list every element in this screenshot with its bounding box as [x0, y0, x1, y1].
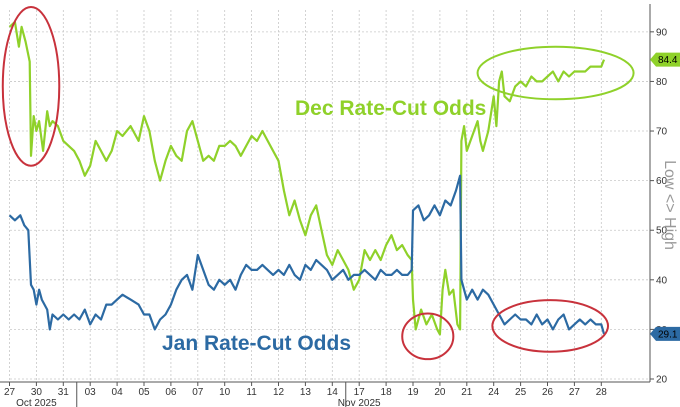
dec-series-annotation: Dec Rate-Cut Odds [295, 97, 486, 120]
y-tick-label: 40 [656, 275, 668, 286]
series-lines [8, 20, 606, 336]
last-value-badges: 84.4 29.1 [650, 52, 680, 341]
x-tick-label: 03 [85, 387, 97, 398]
x-tick-label: 06 [165, 387, 177, 398]
y-axis-title: Low <> High [661, 160, 678, 250]
highlight-ellipse [1, 6, 61, 167]
x-tick-label: 27 [569, 387, 581, 398]
x-tick-label: 26 [542, 387, 554, 398]
highlight-ellipse [401, 312, 455, 361]
x-tick-label: 28 [596, 387, 608, 398]
x-tick-label: 11 [246, 387, 257, 398]
jan-series-annotation: Jan Rate-Cut Odds [162, 332, 351, 355]
x-tick-label: 19 [407, 387, 419, 398]
y-tick-label: 80 [656, 77, 668, 88]
x-tick-label: 12 [273, 387, 285, 398]
x-tick-label: 18 [381, 387, 393, 398]
x-tick-label: 17 [354, 387, 366, 398]
x-tick-label: 25 [515, 387, 527, 398]
x-tick-label: 14 [327, 387, 339, 398]
jan-last-value-label: 29.1 [658, 329, 678, 340]
jan-last-value-badge [650, 326, 680, 341]
x-month-label: Oct 2025 [16, 398, 57, 407]
x-tick-label: 05 [138, 387, 150, 398]
x-tick-label: 10 [219, 387, 231, 398]
x-month-label: Nov 2025 [338, 398, 381, 407]
y-tick-label: 20 [656, 375, 668, 386]
x-tick-label: 30 [31, 387, 43, 398]
x-tick-label: 27 [4, 387, 16, 398]
x-tick-label: 04 [112, 387, 124, 398]
highlight-ellipse [491, 299, 610, 353]
highlight-ellipse [476, 45, 635, 101]
y-tick-label: 90 [656, 27, 668, 38]
dec-odds-line [8, 20, 606, 336]
y-axis: 2030405060708090 [649, 4, 668, 386]
gridlines [9, 10, 650, 382]
jan-odds-line [8, 174, 606, 335]
x-tick-label: 21 [461, 387, 473, 398]
x-tick-label: 20 [434, 387, 446, 398]
y-tick-label: 60 [656, 176, 668, 187]
x-tick-label: 31 [58, 387, 70, 398]
x-tick-label: 07 [192, 387, 204, 398]
x-tick-label: 13 [300, 387, 312, 398]
x-axis: 27 30 31 03 04 05 06 07 10 11 12 13 14 17 18 19 20 21 24 25… [0, 381, 650, 407]
x-tick-label: 24 [488, 387, 500, 398]
y-tick-label: 70 [656, 127, 668, 138]
dec-last-value-badge [650, 52, 680, 67]
highlight-ellipses [1, 6, 635, 361]
y-tick-label: 50 [656, 226, 668, 237]
dec-last-value-label: 84.4 [658, 55, 678, 66]
